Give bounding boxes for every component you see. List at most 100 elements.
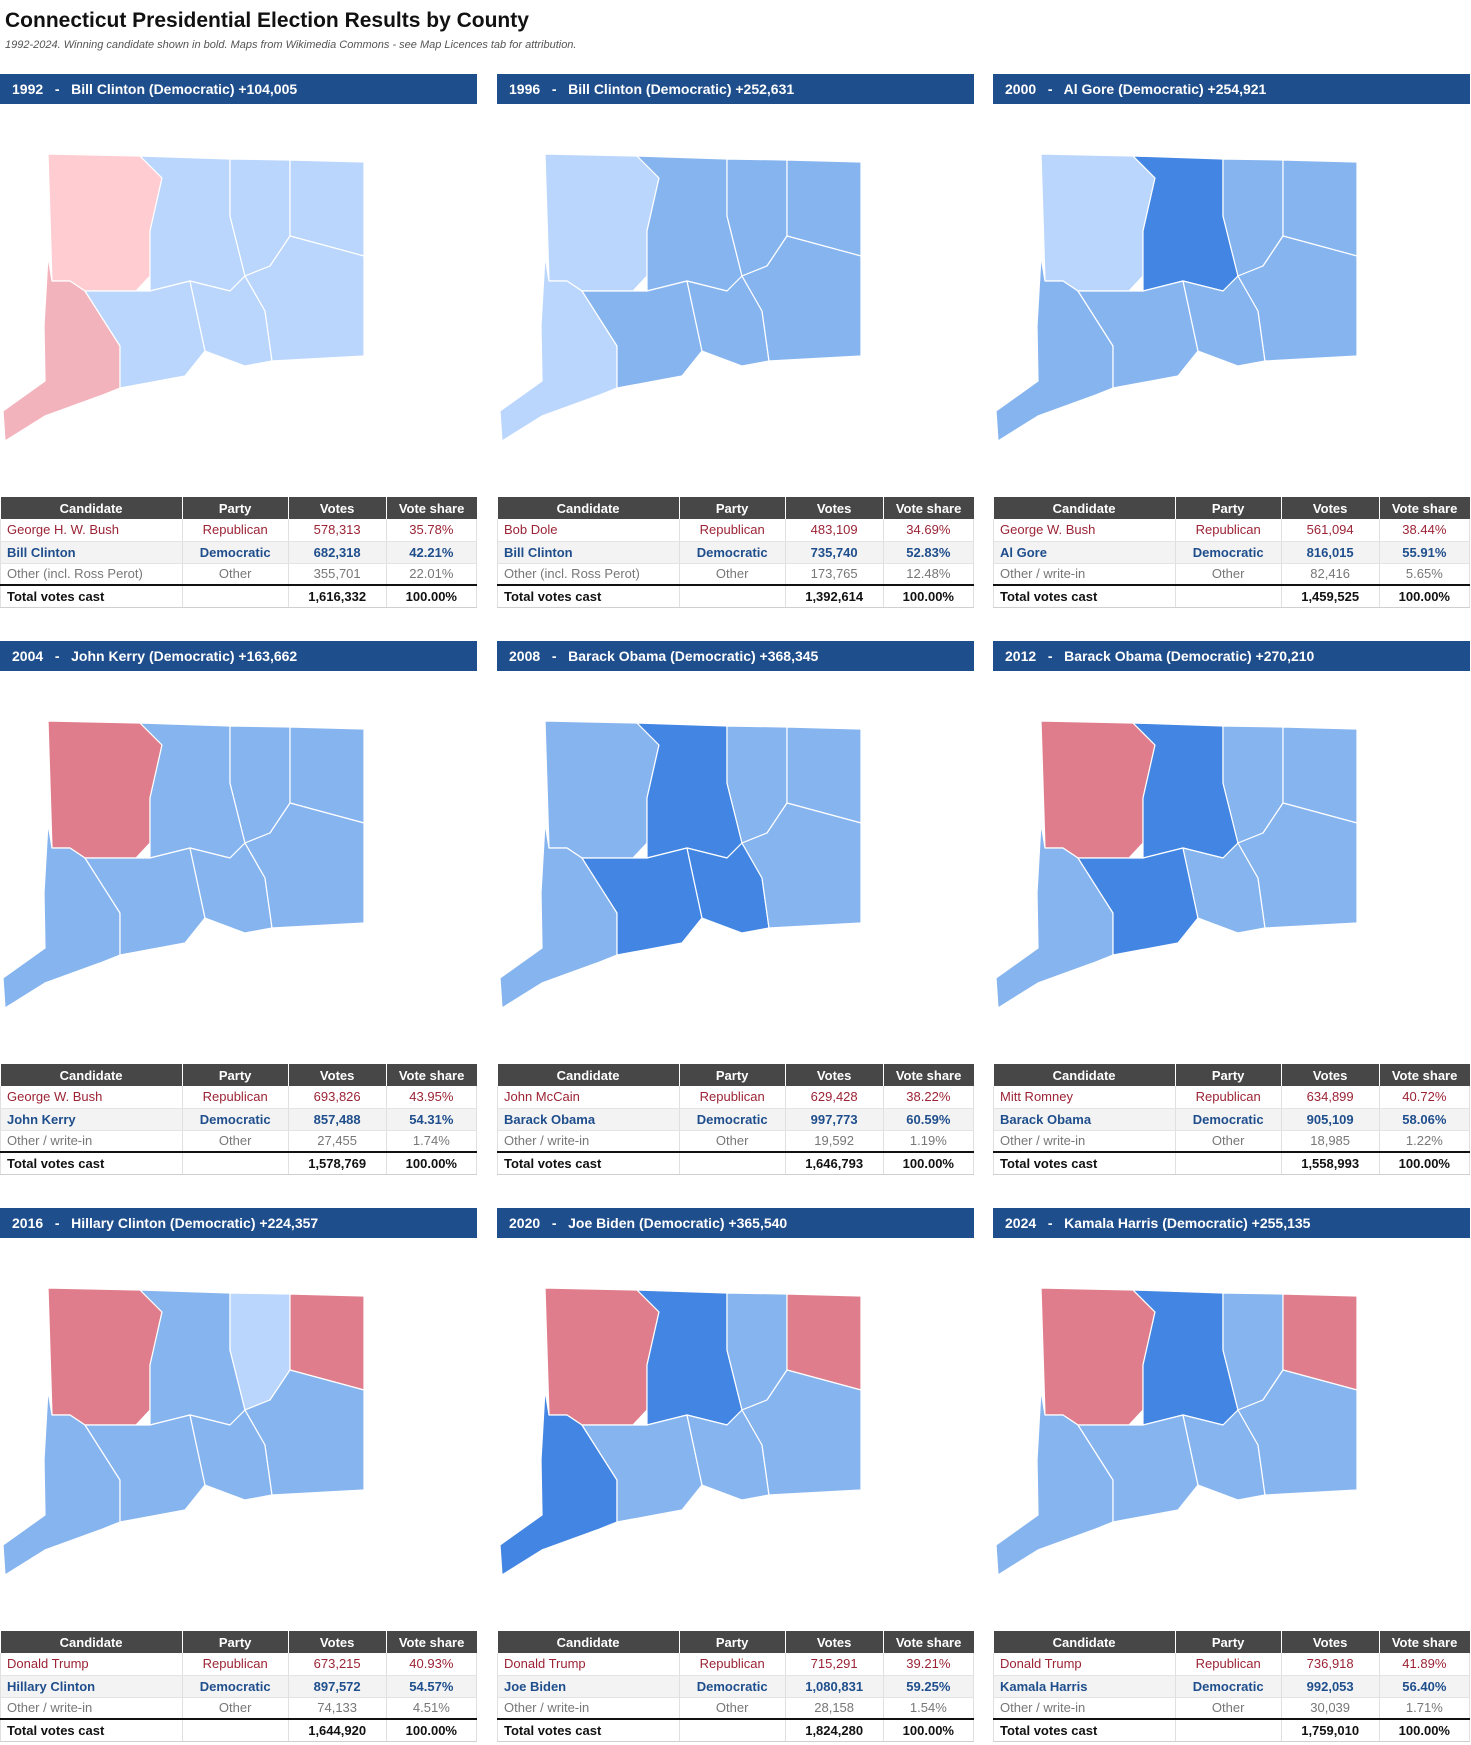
votes-cell: 735,740 (785, 541, 884, 564)
table-row-tot: Total votes cast 1,646,793 100.00% (497, 1151, 975, 1175)
table-header-row: Candidate Party Votes Vote share (993, 1631, 1470, 1653)
county-litchfield (1040, 153, 1156, 292)
column-header-candidate: Candidate (497, 497, 680, 519)
results-table: Candidate Party Votes Vote share John McCain… (497, 1064, 975, 1175)
table-row-oth: Other (incl. Ross Perot) Other 355,701 22.0… (0, 563, 478, 586)
column-header-share: Vote share (386, 1631, 477, 1653)
county-litchfield (47, 1287, 163, 1426)
county-map (497, 1260, 907, 1590)
election-panel: 2000 - Al Gore (Democratic) +254,921 Cand… (993, 74, 1471, 619)
column-header-candidate: Candidate (0, 497, 183, 519)
votes-cell: 1,080,831 (785, 1675, 884, 1698)
votes-cell: 857,488 (288, 1108, 387, 1131)
county-newlondon (244, 802, 365, 929)
page-subtitle: 1992-2024. Winning candidate shown in bo… (5, 39, 577, 51)
election-banner: 2016 - Hillary Clinton (Democratic) +224… (0, 1208, 477, 1238)
election-panel: 2012 - Barack Obama (Democratic) +270,21… (993, 641, 1471, 1186)
column-header-candidate: Candidate (0, 1064, 183, 1086)
connecticut-map (2, 153, 365, 442)
votes-cell: 682,318 (288, 541, 387, 564)
election-banner: 2020 - Joe Biden (Democratic) +365,540 (497, 1208, 974, 1238)
share-cell: 38.22% (883, 1086, 975, 1109)
table-row-dem: Joe Biden Democratic 1,080,831 59.25% (497, 1675, 975, 1698)
election-banner: 2000 - Al Gore (Democratic) +254,921 (993, 74, 1470, 104)
votes-cell: 1,646,793 (785, 1151, 884, 1175)
candidate-cell: Other / write-in (993, 1697, 1176, 1720)
column-header-share: Vote share (386, 497, 477, 519)
share-cell: 40.72% (1379, 1086, 1471, 1109)
table-row-dem: Bill Clinton Democratic 682,318 42.21% (0, 541, 478, 564)
candidate-cell: Total votes cast (0, 584, 183, 608)
column-header-candidate: Candidate (993, 497, 1176, 519)
table-row-tot: Total votes cast 1,644,920 100.00% (0, 1718, 478, 1742)
share-cell: 1.71% (1379, 1697, 1471, 1720)
page-title: Connecticut Presidential Election Result… (5, 9, 529, 32)
election-banner: 1996 - Bill Clinton (Democratic) +252,63… (497, 74, 974, 104)
party-cell: Republican (182, 1086, 289, 1109)
party-cell: Democratic (679, 541, 786, 564)
candidate-cell: Barack Obama (497, 1108, 680, 1131)
share-cell: 58.06% (1379, 1108, 1471, 1131)
candidate-cell: Other / write-in (993, 563, 1176, 586)
party-cell: Republican (182, 1653, 289, 1676)
county-map (0, 693, 410, 1023)
candidate-cell: Donald Trump (0, 1653, 183, 1676)
county-map (497, 693, 907, 1023)
table-row-oth: Other / write-in Other 30,039 1.71% (993, 1697, 1471, 1720)
candidate-cell: Mitt Romney (993, 1086, 1176, 1109)
candidate-cell: Donald Trump (497, 1653, 680, 1676)
table-row-tot: Total votes cast 1,759,010 100.00% (993, 1718, 1471, 1742)
share-cell: 100.00% (883, 1718, 975, 1742)
column-header-candidate: Candidate (0, 1631, 183, 1653)
table-header-row: Candidate Party Votes Vote share (0, 1631, 477, 1653)
table-row-dem: Hillary Clinton Democratic 897,572 54.57% (0, 1675, 478, 1698)
results-table: Candidate Party Votes Vote share Donald Trum… (0, 1631, 478, 1742)
votes-cell: 1,578,769 (288, 1151, 387, 1175)
share-cell: 100.00% (883, 584, 975, 608)
votes-cell: 1,644,920 (288, 1718, 387, 1742)
share-cell: 5.65% (1379, 563, 1471, 586)
results-table: Candidate Party Votes Vote share George H. W… (0, 497, 478, 608)
candidate-cell: Total votes cast (497, 584, 680, 608)
share-cell: 54.31% (386, 1108, 478, 1131)
table-row-tot: Total votes cast 1,558,993 100.00% (993, 1151, 1471, 1175)
connecticut-map (995, 153, 1358, 442)
share-cell: 39.21% (883, 1653, 975, 1676)
party-cell: Republican (679, 1086, 786, 1109)
party-cell: Republican (679, 519, 786, 542)
party-cell: Democratic (182, 1675, 289, 1698)
connecticut-map (499, 153, 862, 442)
column-header-party: Party (679, 1064, 786, 1086)
candidate-cell: Kamala Harris (993, 1675, 1176, 1698)
column-header-share: Vote share (1379, 1631, 1470, 1653)
county-newlondon (741, 235, 862, 362)
election-banner: 2008 - Barack Obama (Democratic) +368,34… (497, 641, 974, 671)
county-map (993, 1260, 1403, 1590)
column-header-party: Party (679, 497, 786, 519)
candidate-cell: Joe Biden (497, 1675, 680, 1698)
election-panel: 2004 - John Kerry (Democratic) +163,662 C… (0, 641, 478, 1186)
results-table: Candidate Party Votes Vote share Donald Trum… (993, 1631, 1471, 1742)
connecticut-map (2, 720, 365, 1009)
candidate-cell: Total votes cast (993, 1718, 1176, 1742)
table-row-rep: George W. Bush Republican 693,826 43.95% (0, 1086, 478, 1109)
candidate-cell: Other / write-in (0, 1130, 183, 1153)
county-fairfield (2, 255, 121, 442)
party-cell (182, 1718, 289, 1742)
table-row-oth: Other (incl. Ross Perot) Other 173,765 12.4… (497, 563, 975, 586)
party-cell: Other (1175, 1130, 1282, 1153)
votes-cell: 629,428 (785, 1086, 884, 1109)
share-cell: 100.00% (386, 1151, 478, 1175)
table-row-dem: Barack Obama Democratic 997,773 60.59% (497, 1108, 975, 1131)
county-litchfield (544, 720, 660, 859)
votes-cell: 992,053 (1281, 1675, 1380, 1698)
candidate-cell: George W. Bush (993, 519, 1176, 542)
party-cell (1175, 584, 1282, 608)
county-litchfield (544, 1287, 660, 1426)
table-row-rep: Donald Trump Republican 673,215 40.93% (0, 1653, 478, 1676)
party-cell: Other (679, 1130, 786, 1153)
votes-cell: 355,701 (288, 563, 387, 586)
county-fairfield (499, 822, 618, 1009)
share-cell: 60.59% (883, 1108, 975, 1131)
share-cell: 35.78% (386, 519, 478, 542)
